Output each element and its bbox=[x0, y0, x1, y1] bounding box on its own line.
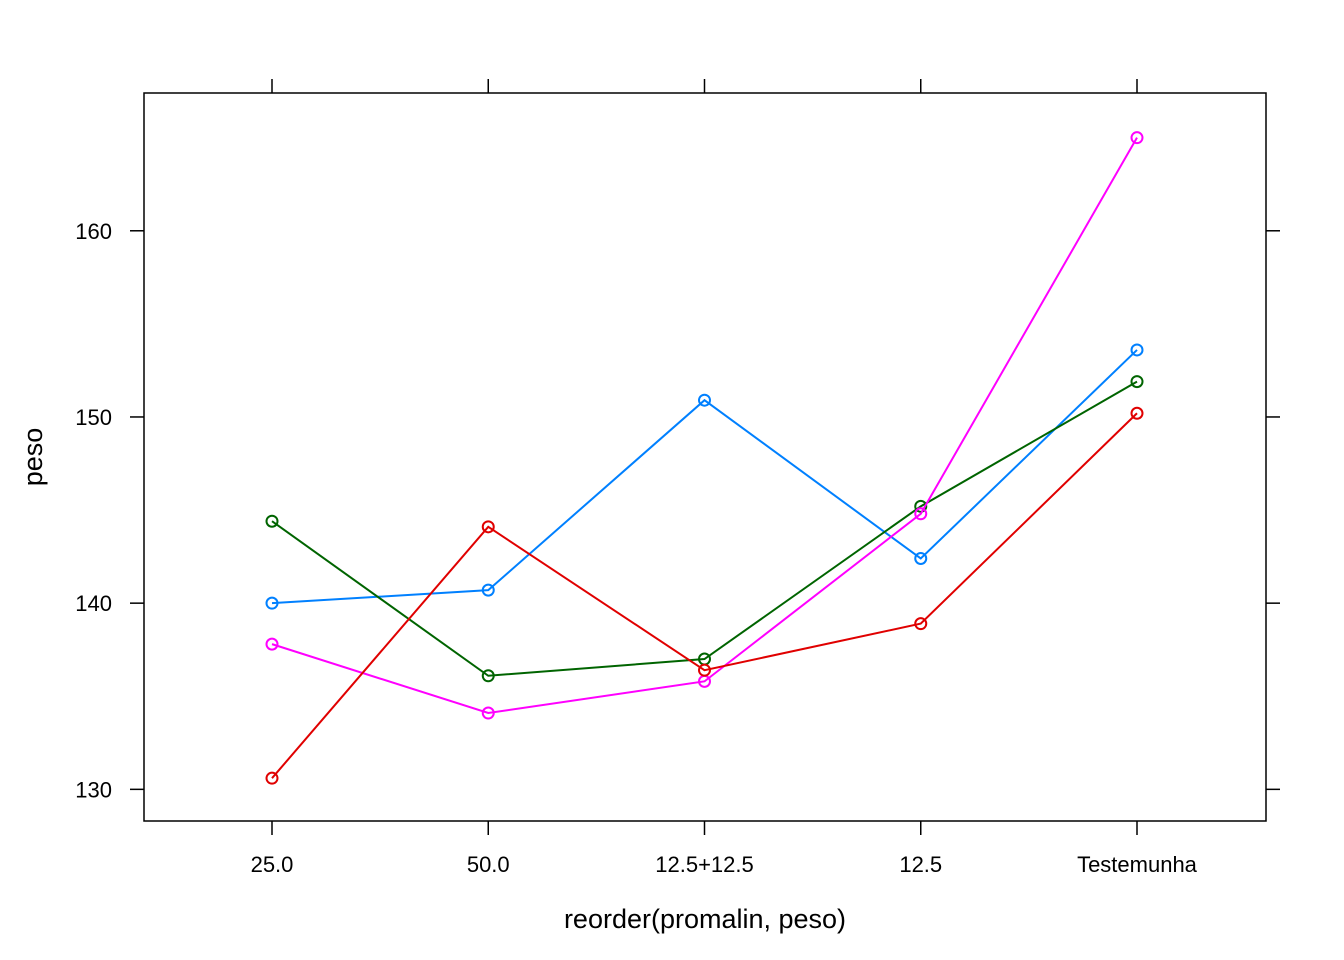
data-point bbox=[481, 706, 495, 720]
data-point bbox=[698, 393, 711, 407]
data-point bbox=[1130, 375, 1144, 389]
series-line bbox=[271, 412, 1138, 779]
data-point bbox=[265, 771, 279, 785]
y-axis-title: peso bbox=[18, 428, 48, 487]
data-point bbox=[265, 514, 279, 528]
x-ticks-bottom bbox=[271, 821, 1138, 835]
data-point bbox=[1130, 131, 1144, 145]
data-point bbox=[481, 520, 495, 534]
data-point bbox=[914, 551, 928, 565]
data-point bbox=[914, 507, 928, 521]
data-point bbox=[914, 617, 928, 631]
y-tick-label: 130 bbox=[75, 777, 112, 802]
x-tick-label: 12.5 bbox=[899, 852, 942, 877]
x-tick-label: Testemunha bbox=[1077, 852, 1198, 877]
x-ticks-top bbox=[271, 79, 1138, 93]
series-line bbox=[271, 137, 1138, 715]
series-line bbox=[271, 349, 1138, 605]
y-tick-label: 140 bbox=[75, 591, 112, 616]
data-point bbox=[1130, 406, 1144, 420]
series-4 bbox=[265, 406, 1144, 785]
y-tick-labels: 130 140 150 160 bbox=[75, 219, 112, 803]
data-point bbox=[265, 637, 279, 651]
data-point bbox=[1130, 343, 1144, 357]
y-tick-label: 160 bbox=[75, 219, 112, 244]
data-point bbox=[481, 669, 495, 683]
series-layer bbox=[265, 131, 1144, 785]
series-2 bbox=[265, 375, 1144, 683]
x-axis-title: reorder(promalin, peso) bbox=[564, 904, 846, 934]
y-ticks-left bbox=[130, 230, 144, 791]
plot-frame bbox=[143, 92, 1267, 822]
series-3 bbox=[265, 131, 1144, 720]
y-tick-label: 150 bbox=[75, 405, 112, 430]
series-1 bbox=[265, 343, 1144, 610]
x-tick-label: 25.0 bbox=[251, 852, 294, 877]
data-point bbox=[265, 596, 279, 610]
y-ticks-right bbox=[1266, 230, 1280, 791]
x-tick-labels: 25.0 50.0 12.5+12.5 12.5 Testemunha bbox=[251, 852, 1198, 877]
series-line bbox=[271, 380, 1138, 677]
data-point bbox=[698, 663, 711, 677]
data-point bbox=[481, 583, 495, 597]
x-tick-label: 12.5+12.5 bbox=[655, 852, 753, 877]
x-tick-label: 50.0 bbox=[467, 852, 510, 877]
